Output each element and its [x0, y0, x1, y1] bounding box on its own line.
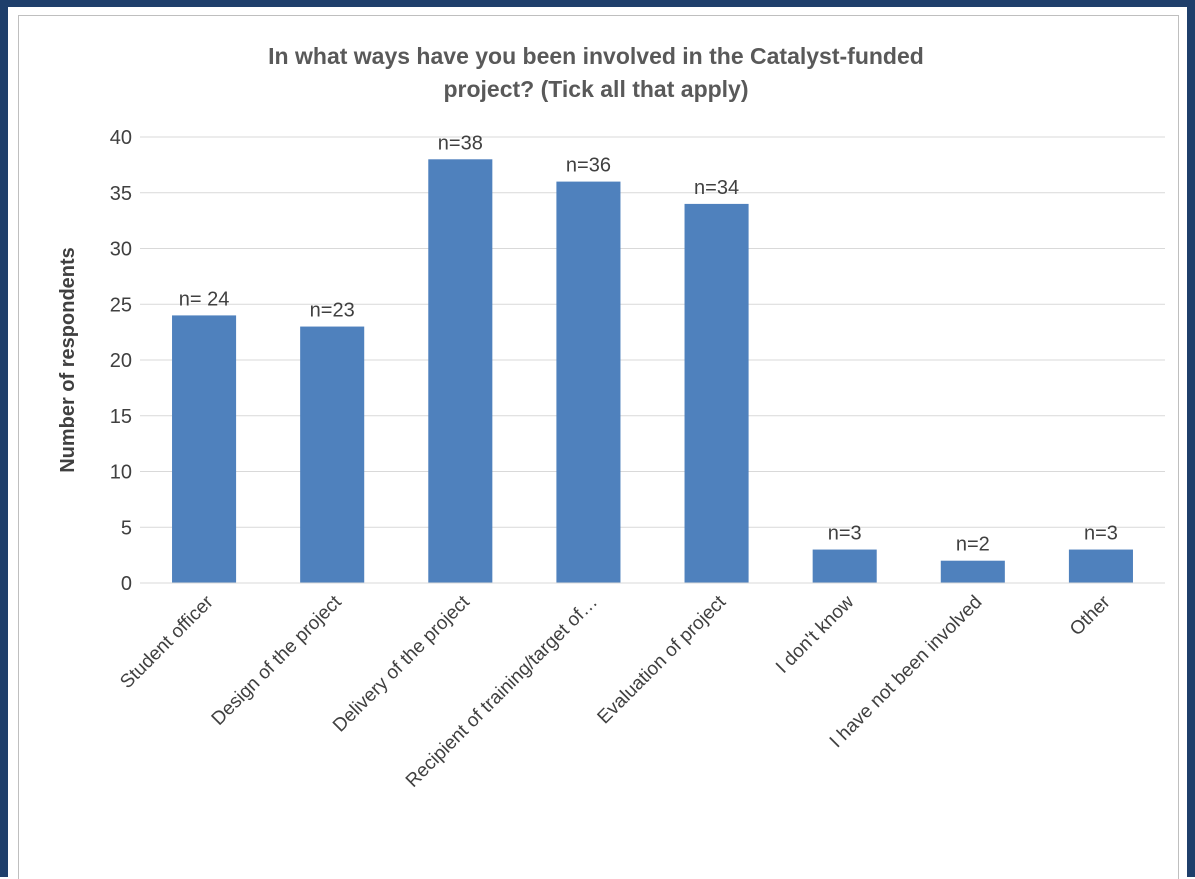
- bar: [300, 326, 365, 583]
- chart-title-line-2: project? (Tick all that apply): [443, 76, 748, 102]
- bar: [812, 549, 877, 583]
- bar: [940, 560, 1005, 583]
- bar: [684, 203, 749, 583]
- x-tick-label: Evaluation of project: [594, 591, 731, 728]
- data-label: n=36: [566, 155, 611, 177]
- x-tick-label: Delivery of the project: [329, 591, 474, 736]
- gridlines: [140, 136, 1165, 528]
- y-tick-label: 5: [121, 517, 132, 539]
- y-tick-label: 30: [110, 239, 132, 261]
- bars: [172, 159, 1133, 584]
- x-tick-label: Other: [1066, 591, 1115, 640]
- x-tick-label: I have not been involved: [826, 592, 987, 753]
- chart-area-border: [18, 15, 1179, 879]
- x-tick-label: Student officer: [116, 591, 218, 693]
- y-tick-label: 10: [110, 462, 132, 484]
- x-tick-label: Design of the project: [208, 591, 347, 730]
- y-tick-label: 0: [121, 573, 132, 595]
- chart-title-line-1: In what ways have you been involved in t…: [268, 43, 924, 69]
- bar: [428, 159, 493, 584]
- y-tick-label: 20: [110, 350, 132, 372]
- y-tick-label: 35: [110, 183, 132, 205]
- bar: [172, 315, 237, 583]
- y-axis-title: Number of respondents: [57, 247, 79, 473]
- data-label: n=2: [956, 534, 990, 556]
- data-label: n=23: [310, 300, 355, 322]
- chart-title: In what ways have you been involved in t…: [268, 43, 924, 102]
- y-tick-label: 40: [110, 127, 132, 149]
- y-axis-ticks: 0 5 10 15 20 25 30 35 40: [110, 127, 132, 595]
- data-label: n=38: [438, 132, 483, 154]
- bar: [1068, 549, 1133, 583]
- y-tick-label: 25: [110, 294, 132, 316]
- data-label: n=3: [1084, 523, 1118, 545]
- data-labels: n= 24 n=23 n=38 n=36 n=34 n=3 n=2 n=3: [179, 132, 1118, 555]
- x-tick-label: I don't know: [772, 591, 858, 677]
- data-label: n= 24: [179, 288, 230, 310]
- data-label: n=34: [694, 177, 739, 199]
- y-tick-label: 15: [110, 406, 132, 428]
- data-label: n=3: [828, 523, 862, 545]
- bar: [556, 181, 621, 583]
